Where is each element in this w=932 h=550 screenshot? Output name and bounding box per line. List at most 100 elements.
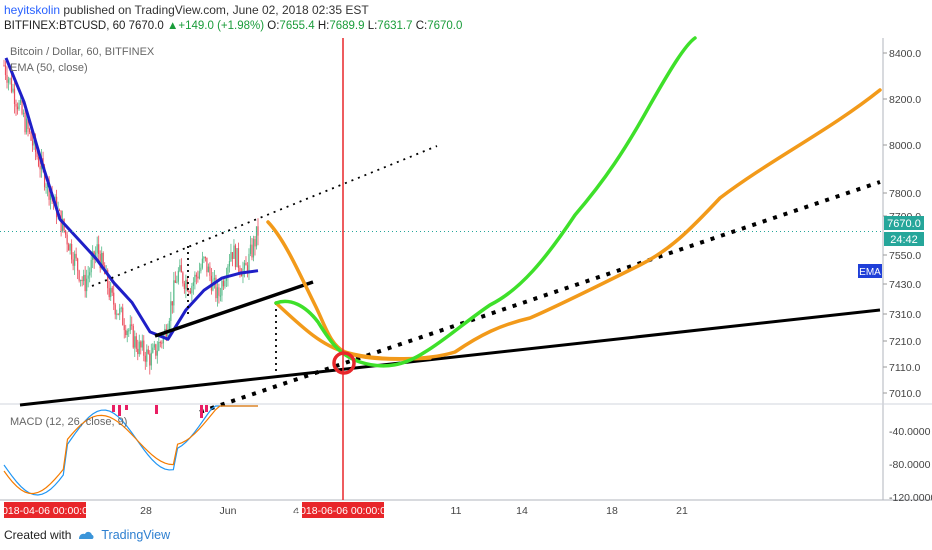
candle-body bbox=[236, 248, 238, 267]
candle-body bbox=[237, 248, 240, 268]
candle-body bbox=[25, 118, 28, 133]
candle-body bbox=[75, 253, 77, 259]
target-circle-marker[interactable] bbox=[332, 351, 356, 375]
cursor-date-badge-bg bbox=[302, 502, 384, 518]
publish-header: heyitskolin published on TradingView.com… bbox=[4, 3, 369, 17]
candle-body bbox=[197, 276, 199, 279]
candle-body bbox=[186, 279, 188, 291]
candle-body bbox=[90, 259, 92, 273]
time-axis[interactable]: 28 Jun 4 11 14 18 21 bbox=[140, 505, 688, 517]
candle-body bbox=[83, 274, 85, 282]
candle-body bbox=[30, 131, 32, 141]
candle-body bbox=[21, 99, 23, 114]
candlestick-series bbox=[3, 59, 259, 375]
candle-body bbox=[146, 349, 148, 362]
candle-body bbox=[74, 253, 76, 266]
open-value: 7655.4 bbox=[279, 20, 315, 32]
candle-body bbox=[99, 253, 101, 269]
trendline-support[interactable] bbox=[154, 280, 314, 338]
macd-histogram-bar bbox=[155, 405, 158, 414]
candle-body bbox=[255, 226, 258, 247]
candle-body bbox=[231, 252, 234, 259]
candle-body bbox=[221, 280, 223, 296]
candle-body bbox=[19, 99, 22, 103]
candle-body bbox=[102, 252, 104, 266]
candle-body bbox=[215, 277, 217, 299]
candle-body bbox=[24, 112, 26, 133]
close-value: 7670.0 bbox=[427, 20, 463, 32]
price-tick-label: 7210.0 bbox=[889, 336, 921, 348]
projection-orange-path[interactable] bbox=[274, 88, 882, 361]
candle-body bbox=[246, 265, 249, 273]
macd-line bbox=[3, 405, 258, 496]
tradingview-logo-icon bbox=[79, 531, 94, 539]
price-tick-label: 7550.0 bbox=[889, 250, 921, 262]
candle-body bbox=[185, 279, 187, 289]
tradingview-brand-link[interactable]: TradingView bbox=[101, 528, 171, 542]
author-link[interactable]: heyitskolin bbox=[4, 3, 61, 17]
candle-body bbox=[252, 239, 255, 258]
candle-body bbox=[80, 279, 82, 281]
candle-body bbox=[210, 275, 213, 291]
candle-body bbox=[189, 291, 191, 294]
change-text: +149.0 (+1.98%) bbox=[178, 20, 265, 32]
left-date-badge: 2018-04-06 00:00:00 bbox=[0, 505, 94, 517]
candle-body bbox=[111, 287, 113, 293]
candle-body bbox=[77, 258, 79, 271]
candle-body bbox=[116, 313, 118, 315]
candle-body bbox=[188, 290, 190, 292]
candle-body bbox=[62, 218, 64, 232]
candle-body bbox=[13, 88, 16, 105]
candle-body bbox=[78, 270, 80, 281]
candle-body bbox=[6, 74, 8, 83]
candle-body bbox=[15, 104, 17, 107]
candle-body bbox=[4, 65, 7, 75]
macd-axis[interactable]: -40.0000 -80.0000 -120.0000 bbox=[889, 426, 932, 504]
candle-body bbox=[183, 283, 185, 289]
macd-histogram-bar bbox=[112, 405, 115, 412]
candle-body bbox=[10, 78, 13, 92]
candle-body bbox=[228, 261, 231, 267]
cursor-date-badge: 2018-06-06 00:00:00 bbox=[294, 505, 392, 517]
candle-body bbox=[39, 165, 41, 170]
projection-green-path[interactable] bbox=[274, 36, 697, 368]
trendline-lower[interactable] bbox=[19, 308, 881, 407]
candle-body bbox=[251, 244, 253, 258]
candle-body bbox=[86, 278, 88, 292]
candle-body bbox=[27, 118, 29, 129]
price-axis[interactable]: 8400.08200.08000.07800.07700.07550.07430… bbox=[883, 48, 921, 400]
footer: Created with TradingView bbox=[4, 528, 170, 542]
candle-body bbox=[216, 287, 219, 299]
macd-tick-label: -80.0000 bbox=[889, 459, 931, 471]
ema-badge: EMA bbox=[859, 267, 881, 278]
candle-body bbox=[234, 245, 237, 267]
candle-body bbox=[131, 324, 133, 326]
symbol-header: BITFINEX:BTCUSD, 60 7670.0 ▲+149.0 (+1.9… bbox=[4, 20, 462, 32]
candle-body bbox=[129, 324, 131, 331]
candle-body bbox=[3, 65, 5, 67]
candle-body bbox=[219, 295, 222, 297]
left-date-badge-bg bbox=[4, 502, 86, 518]
candle-body bbox=[117, 313, 119, 315]
candle-body bbox=[138, 341, 140, 355]
candle-body bbox=[159, 342, 161, 344]
candle-body bbox=[69, 243, 71, 251]
candle-body bbox=[16, 106, 19, 110]
candle-body bbox=[182, 272, 184, 284]
candle-body bbox=[168, 320, 170, 330]
candle-body bbox=[123, 325, 125, 331]
trendline-upper-channel[interactable] bbox=[91, 145, 438, 287]
macd-tick-label: -120.0000 bbox=[889, 492, 932, 504]
trendline-dotted-bold[interactable] bbox=[199, 180, 881, 414]
candle-body bbox=[119, 308, 121, 315]
candle-body bbox=[72, 259, 74, 266]
candle-body bbox=[31, 140, 34, 146]
macd-tick-label: -40.0000 bbox=[889, 426, 931, 438]
candle-body bbox=[43, 167, 46, 188]
candle-body bbox=[201, 258, 203, 268]
candle-body bbox=[132, 325, 134, 348]
time-tick-label: 11 bbox=[451, 505, 462, 517]
candle-body bbox=[204, 257, 206, 259]
candle-body bbox=[66, 234, 68, 245]
